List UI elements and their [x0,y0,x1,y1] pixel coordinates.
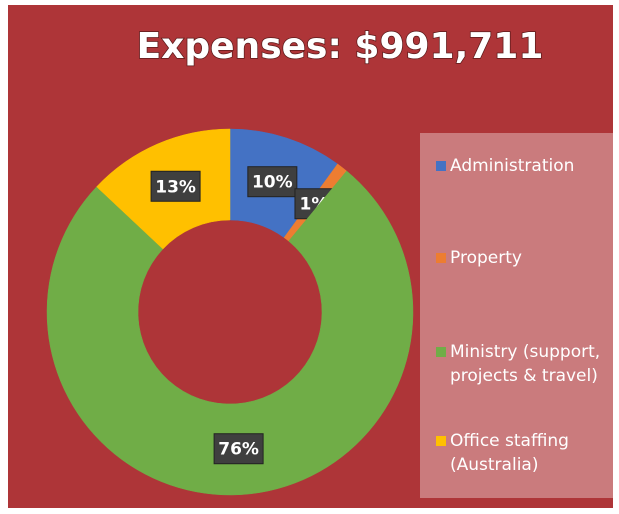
legend-label: Office staffing (Australia) [450,431,569,475]
data-label: 76% [218,440,259,460]
legend: Administration Property Ministry (support,… [420,133,613,498]
legend-entry: Ministry (support, projects & travel) [436,340,608,388]
data-label: 13% [155,177,196,197]
chart-title: Expenses: $991,711 [137,26,544,67]
legend-entry: Property [436,246,608,270]
legend-swatch [436,436,446,446]
legend-swatch [436,253,446,263]
legend-label: Administration [450,156,575,176]
data-label: 10% [252,173,293,193]
donut-segment [46,170,414,496]
legend-label: Ministry (support, projects & travel) [450,342,601,386]
data-label-box [150,170,201,202]
legend-swatch [436,161,446,171]
legend-entry: Office staffing (Australia) [436,429,608,477]
data-label-box [213,433,264,465]
legend-entry: Administration [436,154,608,178]
legend-swatch [436,347,446,357]
data-label-box [247,166,298,198]
legend-label: Property [450,248,522,268]
